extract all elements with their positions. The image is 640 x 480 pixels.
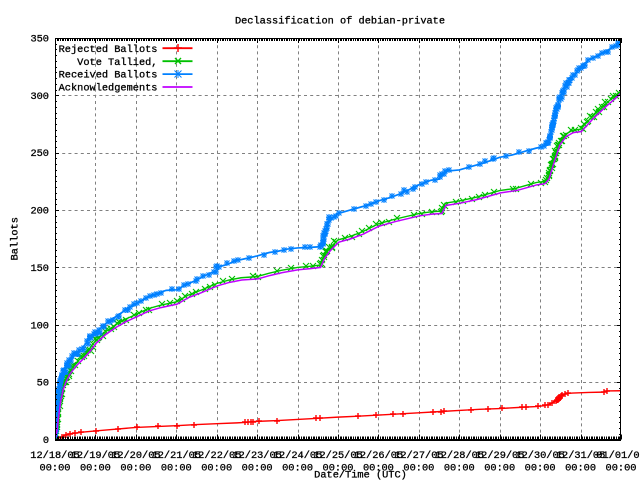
svg-text:250: 250 [30,148,49,160]
svg-text:Rejected Ballots: Rejected Ballots [59,44,158,56]
svg-text:12/27/05: 12/27/05 [394,450,443,462]
svg-text:00:00: 00:00 [606,463,637,475]
svg-text:00:00: 00:00 [525,463,556,475]
svg-text:350: 350 [30,34,49,46]
svg-text:Declassification of debian-pri: Declassification of debian-private [235,16,445,28]
svg-text:12/21/05: 12/21/05 [152,450,201,462]
svg-text:00:00: 00:00 [120,463,151,475]
svg-text:00:00: 00:00 [444,463,475,475]
svg-text:01/01/06: 01/01/06 [596,450,640,462]
svg-text:100: 100 [30,320,49,332]
svg-text:150: 150 [30,263,49,275]
svg-text:12/24/05: 12/24/05 [273,450,322,462]
svg-text:300: 300 [30,91,49,103]
svg-text:Ballots: Ballots [10,217,22,260]
svg-text:12/30/05: 12/30/05 [515,450,564,462]
svg-text:12/26/05: 12/26/05 [354,450,403,462]
svg-text:00:00: 00:00 [323,463,354,475]
svg-text:Acknowledgements: Acknowledgements [59,83,158,95]
svg-text:12/22/05: 12/22/05 [192,450,241,462]
svg-text:12/23/05: 12/23/05 [232,450,281,462]
svg-text:00:00: 00:00 [242,463,273,475]
svg-text:12/25/05: 12/25/05 [313,450,362,462]
svg-text:12/29/05: 12/29/05 [475,450,524,462]
svg-text:00:00: 00:00 [565,463,596,475]
svg-text:50: 50 [37,378,49,390]
svg-text:00:00: 00:00 [484,463,515,475]
svg-text:00:00: 00:00 [80,463,111,475]
svg-text:12/28/05: 12/28/05 [435,450,484,462]
svg-text:Vote Tallied,: Vote Tallied, [77,57,157,69]
svg-text:200: 200 [30,206,49,218]
svg-text:00:00: 00:00 [363,463,394,475]
svg-text:Date/Time (UTC): Date/Time (UTC) [314,470,407,480]
svg-text:00:00: 00:00 [40,463,71,475]
svg-text:00:00: 00:00 [161,463,192,475]
svg-text:0: 0 [43,435,49,447]
svg-text:00:00: 00:00 [403,463,434,475]
svg-text:00:00: 00:00 [282,463,313,475]
svg-text:12/19/05: 12/19/05 [71,450,120,462]
svg-text:Received Ballots: Received Ballots [59,70,158,82]
svg-text:00:00: 00:00 [201,463,232,475]
svg-text:12/20/05: 12/20/05 [111,450,160,462]
svg-text:12/18/05: 12/18/05 [30,450,79,462]
svg-text:12/31/05: 12/31/05 [556,450,605,462]
